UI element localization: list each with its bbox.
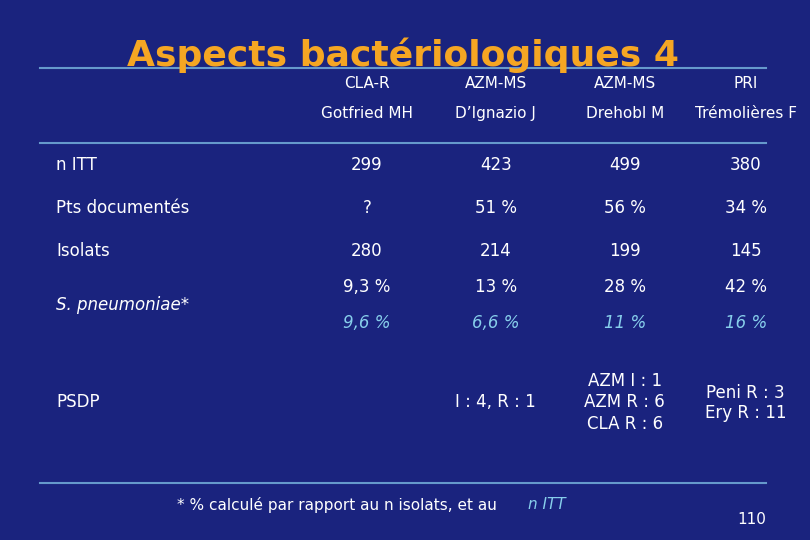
Text: 11 %: 11 % bbox=[603, 314, 646, 332]
Text: I : 4, R : 1: I : 4, R : 1 bbox=[455, 393, 536, 411]
Text: 280: 280 bbox=[351, 242, 382, 260]
Text: 145: 145 bbox=[730, 242, 761, 260]
Text: Gotfried MH: Gotfried MH bbox=[321, 106, 413, 121]
Text: CLA-R: CLA-R bbox=[344, 76, 390, 91]
Text: Ery R : 11: Ery R : 11 bbox=[705, 404, 787, 422]
Text: S. pneumoniae*: S. pneumoniae* bbox=[57, 296, 190, 314]
Text: n ITT: n ITT bbox=[528, 497, 565, 512]
Text: AZM I : 1: AZM I : 1 bbox=[587, 372, 662, 390]
Text: Isolats: Isolats bbox=[57, 242, 110, 260]
Text: 214: 214 bbox=[480, 242, 512, 260]
Text: 13 %: 13 % bbox=[475, 278, 517, 296]
Text: PSDP: PSDP bbox=[57, 393, 100, 411]
Text: AZM-MS: AZM-MS bbox=[594, 76, 656, 91]
Text: 56 %: 56 % bbox=[603, 199, 646, 217]
Text: 16 %: 16 % bbox=[724, 314, 767, 332]
Text: n ITT: n ITT bbox=[57, 156, 97, 174]
Text: AZM R : 6: AZM R : 6 bbox=[584, 393, 665, 411]
Text: 199: 199 bbox=[609, 242, 641, 260]
Text: 6,6 %: 6,6 % bbox=[472, 314, 519, 332]
Text: CLA R : 6: CLA R : 6 bbox=[586, 415, 663, 433]
Text: 9,3 %: 9,3 % bbox=[343, 278, 390, 296]
Text: 499: 499 bbox=[609, 156, 641, 174]
Text: 51 %: 51 % bbox=[475, 199, 517, 217]
Text: Peni R : 3: Peni R : 3 bbox=[706, 384, 785, 402]
Text: Trémolières F: Trémolières F bbox=[695, 106, 796, 121]
Text: D’Ignazio J: D’Ignazio J bbox=[455, 106, 536, 121]
Text: 299: 299 bbox=[351, 156, 382, 174]
Text: AZM-MS: AZM-MS bbox=[465, 76, 526, 91]
Text: 380: 380 bbox=[730, 156, 761, 174]
Text: 42 %: 42 % bbox=[725, 278, 766, 296]
Text: 34 %: 34 % bbox=[725, 199, 766, 217]
Text: 28 %: 28 % bbox=[603, 278, 646, 296]
Text: PRI: PRI bbox=[733, 76, 758, 91]
Text: * % calculé par rapport au n isolats, et au: * % calculé par rapport au n isolats, et… bbox=[177, 497, 502, 513]
Text: Pts documentés: Pts documentés bbox=[57, 199, 190, 217]
Text: ?: ? bbox=[362, 199, 371, 217]
Text: 9,6 %: 9,6 % bbox=[343, 314, 390, 332]
Text: 110: 110 bbox=[737, 511, 765, 526]
Text: Drehobl M: Drehobl M bbox=[586, 106, 664, 121]
Text: 423: 423 bbox=[480, 156, 512, 174]
Text: Aspects bactériologiques 4: Aspects bactériologiques 4 bbox=[127, 38, 679, 73]
